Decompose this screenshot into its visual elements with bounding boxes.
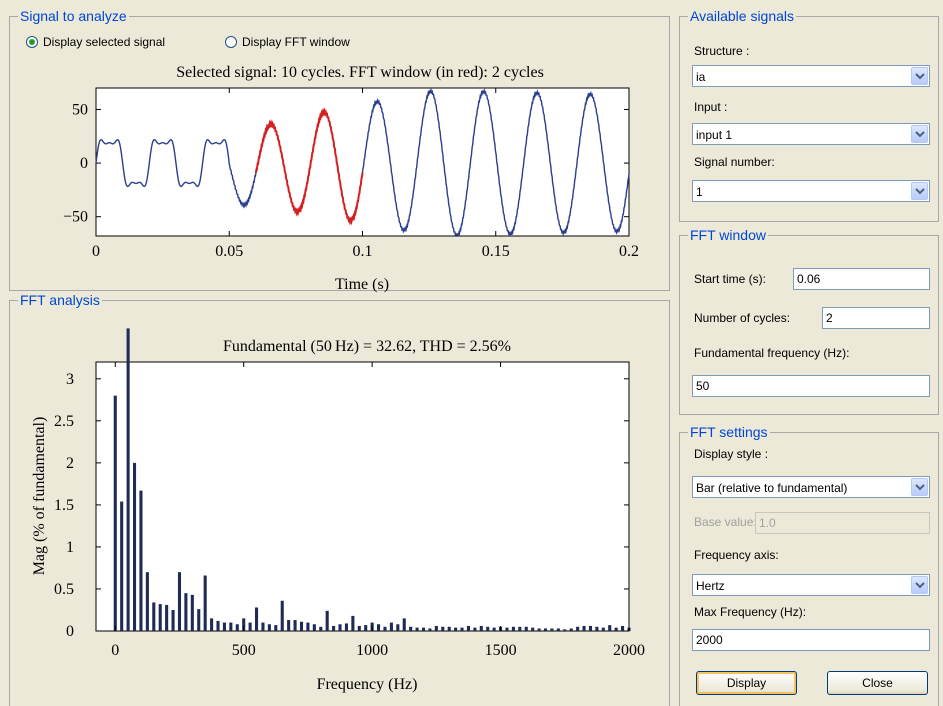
close-button[interactable]: Close (827, 671, 928, 695)
frequency-axis-select[interactable]: Hertz (692, 574, 930, 596)
fft-settings-title: FFT settings (688, 424, 770, 440)
chevron-down-icon (915, 131, 925, 138)
structure-select[interactable]: ia (692, 65, 930, 87)
chevron-down-icon (915, 484, 925, 491)
chevron-down-icon (915, 582, 925, 589)
input-value: input 1 (696, 128, 733, 142)
frequency-axis-label: Frequency axis: (694, 548, 779, 562)
frequency-axis-value: Hertz (696, 579, 725, 593)
signal-number-value: 1 (696, 185, 703, 199)
chevron-down-icon (915, 73, 925, 80)
input-select[interactable]: input 1 (692, 123, 930, 145)
input-label: Input : (694, 100, 728, 114)
available-signals-title: Available signals (688, 8, 797, 24)
max-frequency-label: Max Frequency (Hz): (694, 605, 807, 619)
fft-analysis-panel: FFT analysis (9, 292, 670, 706)
fft-window-title: FFT window (688, 227, 768, 243)
available-signals-panel: Available signals (679, 8, 939, 222)
fft-settings-panel: FFT settings (679, 424, 939, 706)
max-frequency-input[interactable]: 2000 (692, 629, 930, 651)
fft-window-panel: FFT window (679, 227, 939, 415)
fft-analysis-title: FFT analysis (18, 292, 102, 308)
structure-value: ia (696, 70, 706, 84)
display-style-label: Display style : (694, 447, 769, 461)
signal-number-label: Signal number: (694, 155, 775, 169)
radio-fft-label: Display FFT window (242, 35, 350, 49)
fundamental-frequency-label: Fundamental frequency (Hz): (694, 346, 850, 360)
display-style-value: Bar (relative to fundamental) (696, 481, 848, 495)
structure-label: Structure : (694, 44, 750, 58)
display-button[interactable]: Display (696, 671, 797, 695)
radio-fft-dot[interactable] (225, 36, 237, 48)
start-time-input[interactable]: 0.06 (793, 268, 930, 290)
number-of-cycles-label: Number of cycles: (694, 311, 791, 325)
number-of-cycles-input[interactable]: 2 (822, 307, 930, 329)
display-style-dropdown-button[interactable] (911, 478, 928, 496)
radio-selected-label: Display selected signal (43, 35, 166, 49)
start-time-label: Start time (s): (694, 272, 767, 286)
radio-selected-dot[interactable] (26, 36, 38, 48)
frequency-axis-dropdown-button[interactable] (911, 576, 928, 594)
base-value-input: 1.0 (755, 512, 930, 534)
base-value-label: Base value: (694, 515, 757, 529)
signal-number-select[interactable]: 1 (692, 180, 930, 202)
fundamental-frequency-input[interactable]: 50 (692, 375, 930, 397)
radio-display-fft-window[interactable]: Display FFT window (225, 35, 350, 49)
signal-panel: Signal to analyze (9, 8, 670, 291)
signal-panel-title: Signal to analyze (18, 8, 129, 24)
input-dropdown-button[interactable] (911, 125, 928, 143)
display-style-select[interactable]: Bar (relative to fundamental) (692, 476, 930, 498)
radio-display-selected-signal[interactable]: Display selected signal (26, 35, 165, 49)
chevron-down-icon (915, 188, 925, 195)
signal-number-dropdown-button[interactable] (911, 182, 928, 200)
structure-dropdown-button[interactable] (911, 67, 928, 85)
